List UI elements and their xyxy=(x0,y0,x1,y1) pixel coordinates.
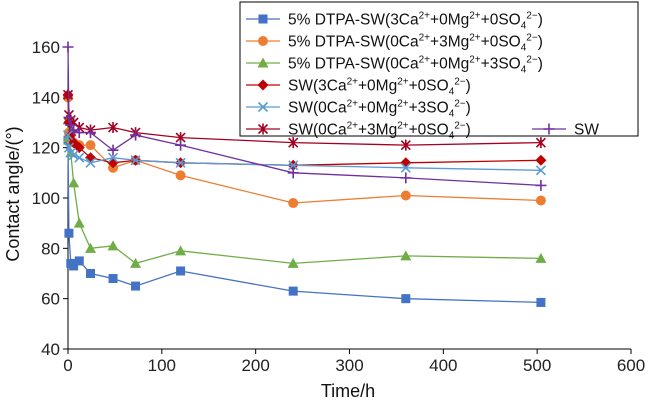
legend-label: SW(0Ca2++0Mg2++3SO42−) xyxy=(288,99,471,120)
legend-marker xyxy=(258,14,268,24)
data-point xyxy=(130,257,142,268)
data-point xyxy=(400,157,412,169)
data-point xyxy=(68,150,79,161)
legend-label: SW(3Ca2++0Mg2++0SO42−) xyxy=(288,77,471,98)
data-point xyxy=(400,172,412,184)
data-point xyxy=(400,250,412,261)
data-point xyxy=(108,274,118,284)
data-point xyxy=(86,269,96,278)
data-point xyxy=(130,129,142,141)
legend-marker xyxy=(543,123,555,135)
legend-item: SW(0Ca2++3Mg2++0SO42−) xyxy=(246,121,471,142)
y-tick-label: 100 xyxy=(32,189,60,208)
legend-item: 5% DTPA-SW(3Ca2++0Mg2++0SO42−) xyxy=(246,11,543,32)
x-tick-label: 500 xyxy=(523,356,551,375)
data-point xyxy=(107,152,119,163)
y-axis-title: Contact angle/(°) xyxy=(3,126,23,261)
data-point xyxy=(535,252,547,263)
data-point xyxy=(69,261,79,271)
data-point xyxy=(288,137,299,149)
y-tick-label: 40 xyxy=(41,340,60,359)
data-point xyxy=(130,155,141,166)
legend-marker xyxy=(257,57,269,68)
data-point xyxy=(62,130,74,141)
legend-marker xyxy=(258,36,268,46)
data-point xyxy=(535,165,546,176)
data-point xyxy=(287,257,299,268)
data-point xyxy=(73,217,85,228)
legend-label: 5% DTPA-SW(3Ca2++0Mg2++0SO42−) xyxy=(288,11,543,32)
data-point xyxy=(535,154,547,166)
data-point xyxy=(400,190,411,201)
data-point xyxy=(85,127,97,139)
legend-item: SW(0Ca2++0Mg2++3SO42−) xyxy=(246,99,471,120)
data-point xyxy=(74,256,84,266)
legend-label: 5% DTPA-SW(0Ca2++0Mg2++3SO42−) xyxy=(288,55,543,76)
data-point xyxy=(131,281,141,291)
data-point xyxy=(288,286,298,296)
data-point xyxy=(287,167,299,179)
y-tick-label: 140 xyxy=(32,88,60,107)
data-point xyxy=(64,228,74,238)
data-point xyxy=(535,179,547,191)
data-point xyxy=(74,152,85,163)
data-point xyxy=(175,170,186,181)
data-point xyxy=(62,41,74,53)
data-point xyxy=(400,139,411,151)
series-1-line xyxy=(67,140,541,304)
data-point xyxy=(401,294,411,304)
series-7 xyxy=(62,41,547,191)
series-1 xyxy=(63,135,546,307)
data-point xyxy=(107,122,119,134)
data-point xyxy=(536,297,546,307)
data-point xyxy=(107,144,119,156)
data-point xyxy=(85,140,96,151)
data-point xyxy=(288,198,299,209)
legend-item: SW xyxy=(532,122,599,139)
data-point xyxy=(107,240,119,251)
x-tick-label: 400 xyxy=(429,356,457,375)
series-5-line xyxy=(67,135,541,171)
legend-marker xyxy=(257,79,269,91)
data-point xyxy=(85,242,97,253)
legend-label: SW(0Ca2++3Mg2++0SO42−) xyxy=(288,121,471,142)
x-tick-label: 600 xyxy=(617,356,645,375)
y-tick-label: 80 xyxy=(41,239,60,258)
legend-item: SW(3Ca2++0Mg2++0SO42−) xyxy=(246,77,471,98)
data-point xyxy=(400,162,411,173)
x-tick-label: 200 xyxy=(241,356,269,375)
data-point xyxy=(288,160,299,171)
data-point xyxy=(176,266,186,276)
legend-item: 5% DTPA-SW(0Ca2++0Mg2++3SO42−) xyxy=(246,55,543,76)
y-tick-label: 60 xyxy=(41,290,60,309)
x-tick-label: 300 xyxy=(335,356,363,375)
y-tick-label: 160 xyxy=(32,38,60,57)
data-point xyxy=(175,245,187,256)
x-tick-label: 100 xyxy=(148,356,176,375)
legend-item: 5% DTPA-SW(0Ca2++3Mg2++0SO42−) xyxy=(246,33,543,54)
data-point xyxy=(535,195,546,206)
legend-marker xyxy=(257,101,269,113)
data-point xyxy=(73,127,85,139)
data-point xyxy=(85,157,96,168)
data-point xyxy=(68,124,80,136)
data-point xyxy=(63,111,75,123)
data-point xyxy=(68,177,80,188)
data-point xyxy=(73,142,85,154)
series-5 xyxy=(62,130,546,176)
y-tick-label: 120 xyxy=(32,139,60,158)
series-3-line xyxy=(67,119,541,265)
legend-box xyxy=(239,1,639,137)
legend-label: SW xyxy=(574,122,599,139)
data-point xyxy=(175,139,187,151)
data-point xyxy=(175,157,186,168)
x-tick-label: 0 xyxy=(63,356,72,375)
data-point xyxy=(65,119,77,131)
x-axis-title: Time/h xyxy=(321,381,375,401)
data-point xyxy=(535,137,546,149)
legend-marker xyxy=(257,123,269,135)
legend-label: 5% DTPA-SW(0Ca2++3Mg2++0SO42−) xyxy=(288,33,543,54)
